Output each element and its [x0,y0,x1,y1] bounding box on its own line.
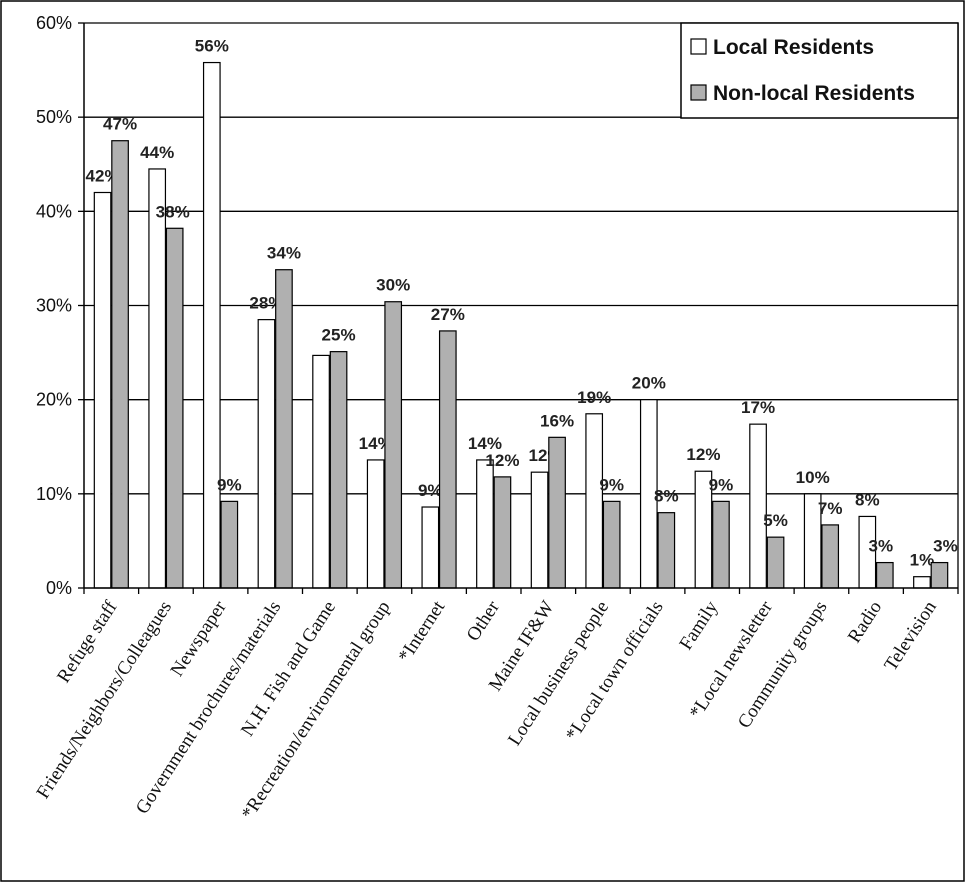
y-tick-label: 0% [46,578,72,598]
data-label: 14% [468,434,502,453]
data-label: 28% [249,294,283,313]
bar-local-residents [585,413,604,589]
category-label: *Internet [394,597,449,667]
legend-label-non-local: Non-local Residents [713,82,915,105]
bar-local-residents [202,61,221,589]
data-label: 47% [103,115,137,134]
bar-non-local-residents [384,301,403,589]
bar-local-residents [93,191,112,589]
bar-local-residents [530,471,549,589]
data-label: 3% [933,537,958,556]
y-tick-label: 30% [36,296,72,316]
data-label: 12% [686,445,720,464]
bar-non-local-residents [712,500,730,589]
category-label: Family [675,597,722,654]
bar-local-residents [257,319,276,589]
data-label: 8% [855,490,880,509]
data-label: 5% [763,511,788,530]
bar-non-local-residents [111,140,129,589]
bar-non-local-residents [275,269,293,589]
data-label: 9% [418,481,443,500]
data-label: 9% [599,475,624,494]
category-label: Television [880,597,941,675]
y-tick-label: 60% [36,13,72,33]
y-tick-label: 40% [36,201,72,221]
bar-non-local-residents [657,512,676,589]
legend-box [680,22,959,119]
category-label: Local business people [504,597,613,749]
data-label: 12% [485,451,519,470]
bar-local-residents [366,459,385,589]
y-tick-label: 10% [36,484,72,504]
data-label: 44% [140,143,174,162]
legend-label-local: Local Residents [713,36,874,59]
bar-non-local-residents [220,500,239,589]
bar-non-local-residents [438,330,457,589]
data-label: 19% [577,388,611,407]
data-label: 3% [869,537,894,556]
bar-local-residents [476,459,494,589]
category-label: Other [463,597,505,645]
data-label: 10% [796,468,830,487]
data-label: 42% [86,167,120,186]
category-label: N.H. Fish and Game [237,597,340,740]
bar-non-local-residents [493,476,512,589]
data-label: 20% [632,374,666,393]
bar-non-local-residents [766,536,785,589]
data-label: 34% [267,244,301,263]
bar-local-residents [749,423,767,589]
legend-swatch-local [690,38,707,55]
bar-non-local-residents [165,227,184,589]
bar-non-local-residents [329,351,348,589]
data-label: 25% [322,326,356,345]
bar-non-local-residents [548,436,566,589]
bar-non-local-residents [821,524,840,589]
y-tick-label: 20% [36,390,72,410]
category-label: *Local town officials [562,597,668,744]
legend-swatch-non-local [690,84,707,101]
bar-non-local-residents [930,561,949,589]
data-label: 30% [376,276,410,295]
data-label: 8% [654,487,679,506]
bar-local-residents [312,354,330,589]
bar-non-local-residents [875,561,894,589]
bar-local-residents [913,576,931,589]
data-label: 56% [195,37,229,56]
data-label: 27% [431,305,465,324]
data-label: 17% [741,398,775,417]
data-label: 38% [156,202,190,221]
bar-local-residents [148,168,167,589]
data-label: 7% [818,499,843,518]
data-label: 9% [709,475,734,494]
category-label: Radio [844,597,886,647]
data-label: 9% [217,475,242,494]
bar-local-residents [421,506,440,589]
bar-non-local-residents [602,500,621,589]
data-label: 14% [359,434,393,453]
data-label: 1% [910,551,935,570]
data-label: 16% [540,411,574,430]
y-tick-label: 50% [36,107,72,127]
